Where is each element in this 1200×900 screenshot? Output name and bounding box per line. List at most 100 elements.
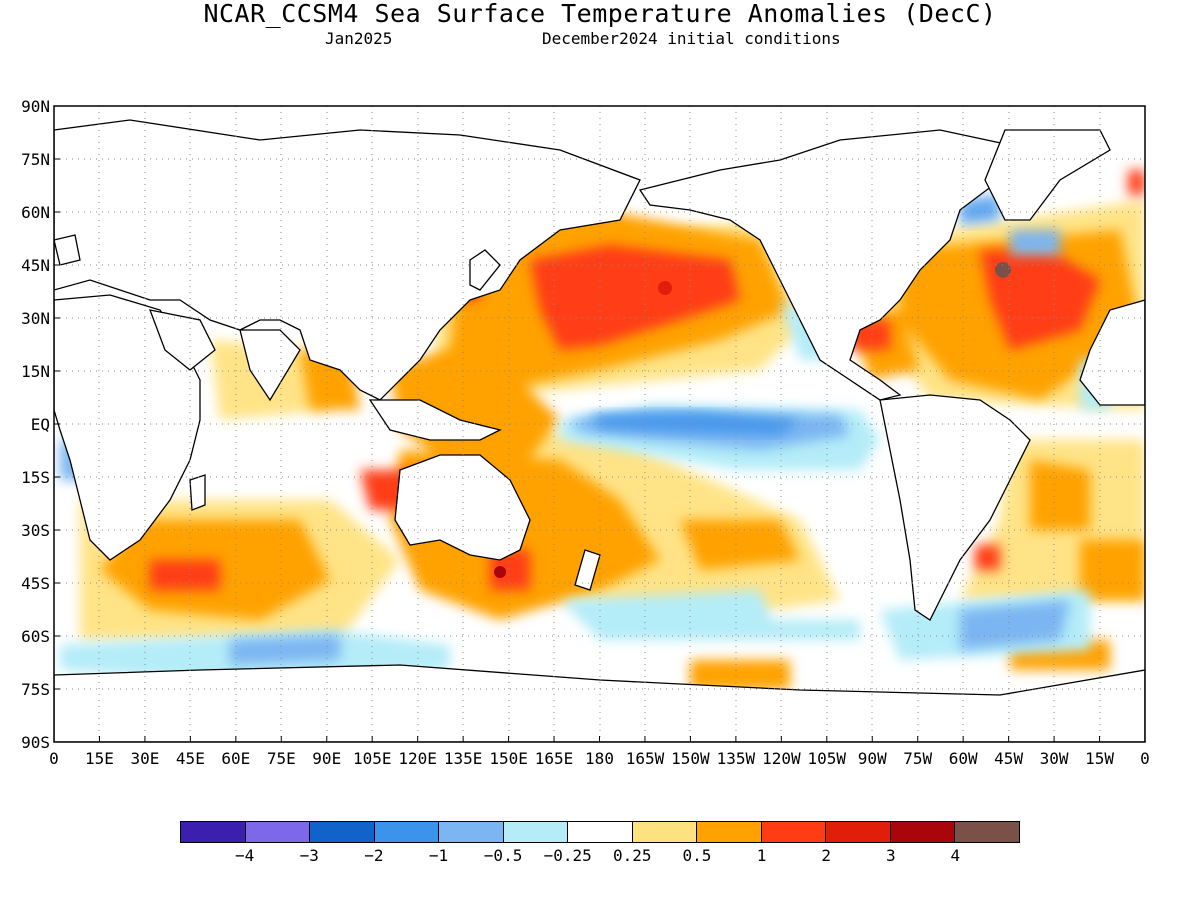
lon-tick-label: 180 (585, 749, 614, 768)
colorbar-swatch (374, 822, 440, 842)
colorbar-label: 3 (885, 846, 896, 865)
anomaly-field (54, 106, 1145, 742)
land-madagascar (189, 474, 206, 511)
colorbar-swatch (310, 822, 375, 842)
lon-tick-label: 165E (535, 749, 574, 768)
lat-tick-label: 30N (21, 309, 50, 328)
land-south-america (879, 394, 1031, 621)
lon-tick-label: 75E (267, 749, 296, 768)
colorbar-swatch (632, 822, 698, 842)
colorbar-swatch (245, 822, 311, 842)
anomaly-region-moderate-cool-north-atlantic (1010, 230, 1060, 255)
lon-tick-label: 150W (671, 749, 710, 768)
anomaly-region-warm-southern-pacific (690, 660, 790, 690)
colorbar-swatch (503, 822, 569, 842)
lat-tick-label: 60N (21, 203, 50, 222)
lon-tick-label: 105E (353, 749, 392, 768)
lat-tick-label: 45N (21, 256, 50, 275)
forecast-month: Jan2025 (325, 29, 393, 48)
anomaly-region-moderate-cool-south-atlantic (960, 600, 1070, 650)
colorbar-label: 2 (821, 846, 831, 865)
anomaly-region-strong-warm-north-pacific (530, 245, 740, 350)
colorbar-swatch (955, 822, 1019, 842)
land-maritime-continent (368, 399, 502, 441)
anomaly-region-strong-cool-equatorial-pacific (590, 412, 800, 435)
anomaly-region-strong-warm-barents (1128, 170, 1145, 195)
lat-tick-label: 45S (21, 574, 50, 593)
colorbar-label: −0.5 (483, 846, 523, 865)
land-africa-west (1079, 299, 1145, 406)
continent-outlines (54, 119, 1145, 742)
colorbar-label: −1 (428, 846, 449, 865)
lon-tick-label: 0 (1140, 749, 1150, 768)
lon-tick-label: 30E (130, 749, 159, 768)
land-eurasia (54, 119, 641, 401)
lat-tick-label: 75S (21, 680, 50, 699)
lon-tick-label: 60E (221, 749, 250, 768)
lat-tick-label: EQ (31, 415, 50, 434)
lon-tick-label: 150E (489, 749, 528, 768)
init-conditions: December2024 initial conditions (542, 29, 841, 48)
lat-axis: 90N 75N 60N 45N 30N 15N EQ 15S 30S 45S 60S 75S 90S (21, 97, 60, 752)
colorbar-swatch (439, 822, 504, 842)
anomaly-region-warm-south-pacific-central (680, 520, 800, 570)
lat-tick-label: 90S (21, 733, 50, 752)
colorbar-swatch (568, 822, 633, 842)
lat-tick-label: 30S (21, 521, 50, 540)
land-uk (54, 234, 81, 266)
lon-axis: 0 15E 30E 45E 60E 75E 90E 105E 120E 135E 150E 165E 1… (49, 736, 1150, 768)
lon-tick-label: 45W (994, 749, 1023, 768)
land-arabia (148, 309, 216, 371)
land-australia (394, 454, 531, 561)
colorbar-swatch (697, 822, 762, 842)
colorbar (180, 821, 1020, 843)
lon-tick-label: 120E (398, 749, 437, 768)
land-india (239, 329, 301, 402)
anomaly-region-strong-warm-nw-atlantic (980, 250, 1100, 350)
colorbar-label: −3 (299, 846, 319, 865)
lon-tick-label: 15E (85, 749, 114, 768)
lon-tick-label: 60W (949, 749, 978, 768)
lon-tick-label: 45E (176, 749, 205, 768)
lon-tick-label: 120W (762, 749, 801, 768)
map-title: NCAR_CCSM4 Sea Surface Temperature Anoma… (203, 0, 997, 28)
anomaly-region-moderate-cool-southern-ocean (230, 635, 340, 665)
lon-tick-label: 75W (903, 749, 932, 768)
colorbar-label: −4 (234, 846, 255, 865)
land-greenland (984, 129, 1111, 221)
anomaly-spot-tasman (494, 566, 506, 578)
lat-tick-label: 15N (21, 362, 50, 381)
anomaly-region-warm-southeast-atlantic (1080, 540, 1145, 600)
lon-tick-label: 30W (1040, 749, 1069, 768)
colorbar-swatch (181, 822, 246, 842)
lon-tick-label: 135E (444, 749, 483, 768)
colorbar-swatch (890, 822, 956, 842)
land-new-zealand (574, 549, 601, 591)
lon-tick-label: 135W (717, 749, 756, 768)
lon-tick-label: 15W (1085, 749, 1114, 768)
anomaly-region-warm-south-atlantic (1030, 460, 1090, 530)
lat-tick-label: 15S (21, 468, 50, 487)
colorbar-swatch (761, 822, 827, 842)
anomaly-region-strong-warm-south-indian (150, 560, 220, 590)
lon-tick-label: 105W (808, 749, 847, 768)
graticule (54, 106, 1145, 742)
colorbar-swatch (826, 822, 891, 842)
lon-tick-label: 90W (858, 749, 887, 768)
colorbar-label: 4 (950, 846, 961, 865)
lat-tick-label: 60S (21, 627, 50, 646)
anomaly-region-strong-warm-uruguay (975, 545, 1000, 570)
colorbar-label: 0.5 (682, 846, 712, 865)
anomaly-region-cool-southern-ocean-pacific (640, 620, 860, 640)
colorbar-label: −0.25 (543, 846, 592, 865)
land-japan (469, 249, 501, 291)
colorbar-label: 0.25 (613, 846, 652, 865)
lon-tick-label: 0 (49, 749, 59, 768)
colorbar-label: −2 (364, 846, 384, 865)
anomaly-spot-north-pacific (658, 281, 672, 295)
lat-tick-label: 90N (21, 97, 50, 116)
lon-tick-label: 90E (312, 749, 341, 768)
land-north-america (638, 129, 1011, 401)
colorbar-label: 1 (756, 846, 767, 865)
